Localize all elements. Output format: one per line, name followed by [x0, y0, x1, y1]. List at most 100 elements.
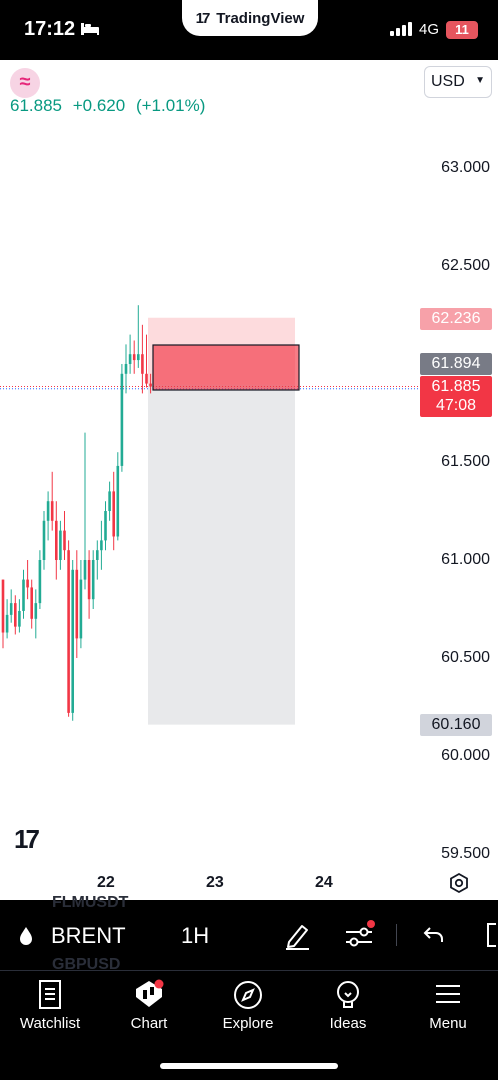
- clock: 17:12: [24, 18, 76, 40]
- candle-body: [128, 354, 132, 364]
- network-type: 4G: [419, 21, 440, 38]
- candle-body: [96, 550, 99, 560]
- candle-body: [55, 520, 58, 560]
- candle-body: [149, 383, 152, 387]
- interval-button[interactable]: 1H: [181, 923, 210, 948]
- candle-body: [132, 354, 136, 361]
- price-tick: 61.500: [441, 453, 490, 470]
- candle-body: [1, 579, 5, 633]
- candle-body: [83, 560, 87, 580]
- oil-drop-icon: [20, 927, 32, 945]
- fullscreen-icon[interactable]: [482, 922, 498, 948]
- candle-body: [50, 501, 54, 521]
- symbol-logo-icon[interactable]: ≈: [10, 68, 40, 98]
- candle-body: [79, 579, 83, 639]
- candle-body: [5, 614, 9, 633]
- price-tick: 62.500: [441, 257, 490, 274]
- nav-chart[interactable]: Chart: [99, 979, 199, 1032]
- battery-level: 11: [455, 22, 469, 37]
- candle-body: [22, 579, 25, 611]
- candle-body: [18, 610, 21, 627]
- stop-loss-tag: 62.236: [420, 308, 492, 330]
- time-tick: 23: [206, 874, 224, 891]
- chart-toolbar: FLMUSDT GBPUSD BRENT 1H: [0, 894, 498, 973]
- candle-body: [87, 560, 91, 600]
- target-price-tag: 60.160: [420, 714, 492, 736]
- bar-countdown-tag: 47:08: [420, 395, 492, 417]
- nav-label: Watchlist: [19, 1015, 81, 1032]
- hamburger-menu-icon: [436, 985, 460, 1003]
- ghost-symbol-below: GBPUSD: [52, 956, 121, 973]
- price-change-pct: (+1.01%): [135, 96, 206, 115]
- price-change: +0.620: [72, 96, 126, 115]
- app-pill[interactable]: 17 TradingView: [182, 0, 318, 36]
- candle-body: [112, 491, 115, 537]
- lightbulb-icon: [337, 981, 359, 1008]
- candle-body: [120, 373, 124, 466]
- status-bar: 17:12 17 TradingView 4G 11: [0, 0, 498, 60]
- candle-body: [26, 579, 29, 588]
- candle-body: [63, 530, 66, 551]
- candle-body: [30, 587, 33, 619]
- candle-body: [137, 354, 140, 361]
- quote-line: 61.885 +0.620 (+1.01%): [10, 96, 211, 116]
- nav-label: Ideas: [329, 1015, 367, 1032]
- selected-position-box: [152, 344, 300, 391]
- candle-body: [9, 603, 13, 615]
- candle-body: [100, 540, 103, 551]
- price-tick: 63.000: [441, 159, 490, 176]
- last-price-tag: 61.885: [420, 376, 492, 398]
- toolbar-divider: [396, 924, 397, 946]
- candle-body: [14, 603, 17, 627]
- candle-body: [91, 560, 95, 600]
- bottom-navigation: Watchlist Chart Explore Ideas Menu: [0, 970, 498, 1080]
- entry-price-tag: 61.894: [420, 353, 492, 375]
- candle-body: [71, 569, 74, 713]
- sleep-focus-icon: [81, 23, 99, 35]
- candlestick-plot[interactable]: [0, 60, 498, 900]
- last-price: 61.885: [10, 96, 62, 115]
- currency-select[interactable]: USD ▼: [424, 66, 492, 98]
- watchlist-icon: [39, 980, 61, 1009]
- candle-body: [34, 603, 38, 619]
- time-tick: 24: [315, 874, 333, 891]
- compass-icon: [234, 981, 262, 1009]
- indicators-icon[interactable]: [344, 920, 376, 950]
- nav-watchlist[interactable]: Watchlist: [0, 979, 100, 1032]
- chart-icon: [136, 979, 164, 1007]
- candle-body: [75, 569, 79, 639]
- chart-area[interactable]: ≈ 61.885 +0.620 (+1.01%) USD ▼ 63.000 62…: [0, 60, 498, 900]
- candle-body: [104, 511, 107, 541]
- reward-zone: [148, 384, 295, 725]
- tradingview-logo-icon: 17: [195, 9, 211, 27]
- candle-body: [59, 530, 62, 560]
- nav-label: Menu: [429, 1015, 467, 1032]
- nav-explore[interactable]: Explore: [198, 979, 298, 1032]
- nav-label: Explore: [222, 1015, 274, 1032]
- nav-menu[interactable]: Menu: [398, 979, 498, 1032]
- tradingview-watermark-icon: 17: [14, 824, 40, 854]
- nav-ideas[interactable]: Ideas: [298, 979, 398, 1032]
- candle-body: [67, 550, 70, 713]
- ghost-symbol-above: FLMUSDT: [52, 894, 129, 911]
- candle-body: [116, 465, 120, 537]
- candle-body: [42, 520, 46, 560]
- undo-icon[interactable]: [422, 924, 446, 946]
- candle-body: [124, 364, 128, 374]
- candle-body: [145, 373, 148, 384]
- price-tick: 59.500: [441, 845, 490, 862]
- app-pill-label: TradingView: [216, 9, 305, 27]
- price-tick: 60.000: [441, 747, 490, 764]
- candle-body: [38, 560, 42, 604]
- nav-label: Chart: [130, 1015, 168, 1032]
- currency-value: USD: [431, 73, 465, 90]
- symbol-button[interactable]: BRENT: [51, 923, 126, 948]
- chart-settings-icon[interactable]: [448, 872, 470, 894]
- battery-icon: 11: [446, 21, 478, 39]
- candle-body: [141, 354, 144, 374]
- candle-body: [108, 491, 111, 511]
- home-indicator[interactable]: [160, 1063, 338, 1069]
- drawing-pen-icon[interactable]: [283, 920, 311, 950]
- time-tick: 22: [97, 874, 115, 891]
- cellular-signal-icon: [390, 22, 412, 36]
